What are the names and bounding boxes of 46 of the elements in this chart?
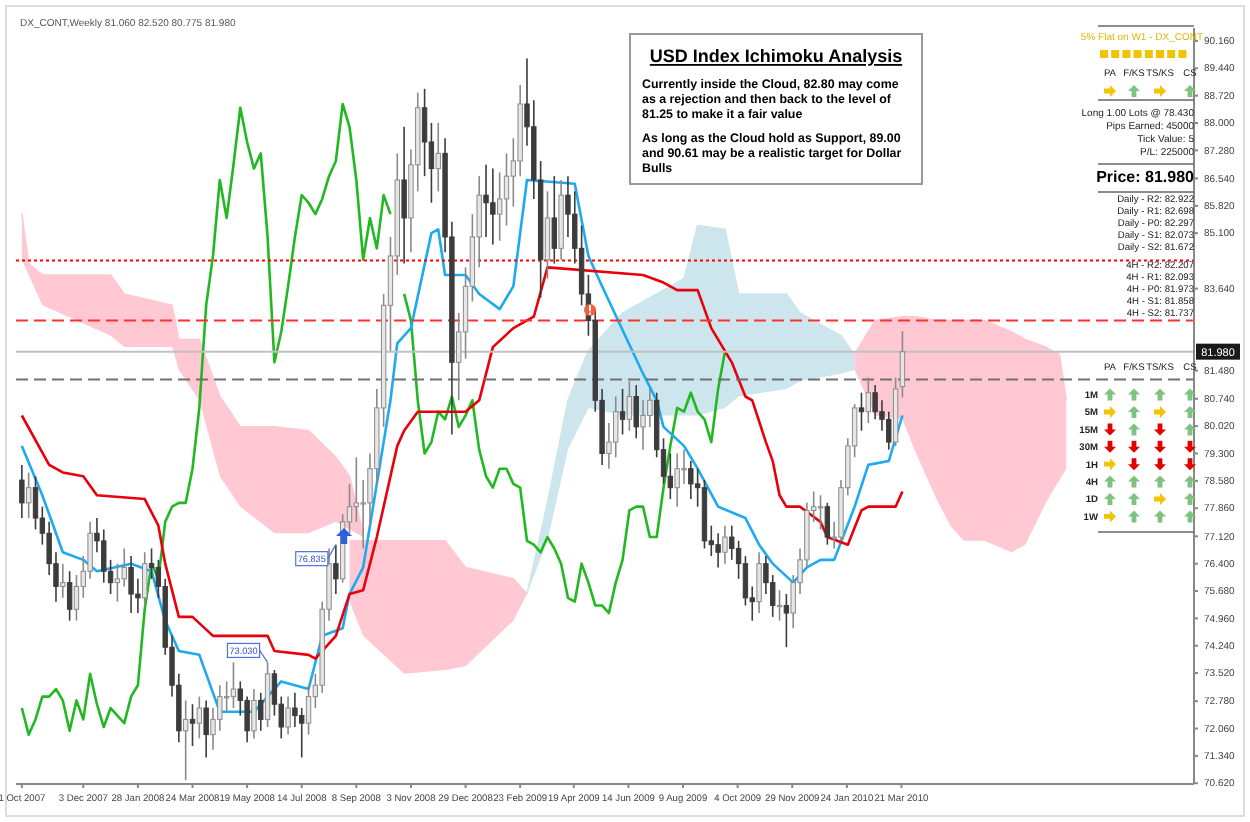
candlestick — [783, 593, 790, 649]
candlestick — [421, 87, 428, 177]
candlestick — [66, 570, 73, 622]
candlestick — [633, 384, 639, 440]
candlestick — [435, 122, 441, 193]
candlestick — [19, 464, 25, 519]
candlestick — [203, 699, 209, 759]
candlestick — [865, 376, 871, 424]
text: USD Index Ichimoku Analysis — [649, 46, 903, 66]
line-series — [20, 266, 904, 660]
candlestick — [503, 152, 510, 227]
candlestick — [483, 163, 489, 238]
candlestick — [142, 551, 148, 607]
candlestick — [32, 475, 39, 531]
candlestick — [681, 448, 687, 485]
candlestick — [230, 661, 237, 709]
candlestick — [60, 562, 66, 599]
candlestick — [264, 661, 271, 728]
candlestick — [619, 388, 626, 436]
candlestick — [148, 547, 155, 580]
candlestick — [285, 695, 291, 736]
candlestick — [258, 692, 264, 732]
candlestick — [251, 688, 257, 740]
candlestick — [688, 460, 694, 500]
candlestick — [715, 532, 721, 569]
candlestick — [626, 380, 633, 432]
candlestick — [333, 543, 339, 595]
candlestick — [756, 551, 762, 614]
candlestick — [776, 589, 783, 622]
candlestick — [544, 190, 551, 280]
candlestick — [490, 167, 496, 246]
candlestick — [223, 680, 230, 713]
candlestick — [551, 175, 557, 265]
candlestick — [858, 391, 865, 432]
candlestick — [25, 471, 32, 519]
candlestick — [817, 494, 824, 531]
candlestick — [189, 703, 196, 747]
candlestick — [674, 452, 680, 508]
annotation: Price: 81.980 — [1096, 168, 1196, 186]
candlestick — [305, 684, 312, 736]
candlestick — [128, 555, 134, 614]
candlestick — [722, 524, 728, 565]
candlestick — [196, 695, 203, 740]
candlestick — [401, 125, 407, 265]
candlestick — [899, 330, 906, 399]
candlestick — [824, 502, 831, 546]
